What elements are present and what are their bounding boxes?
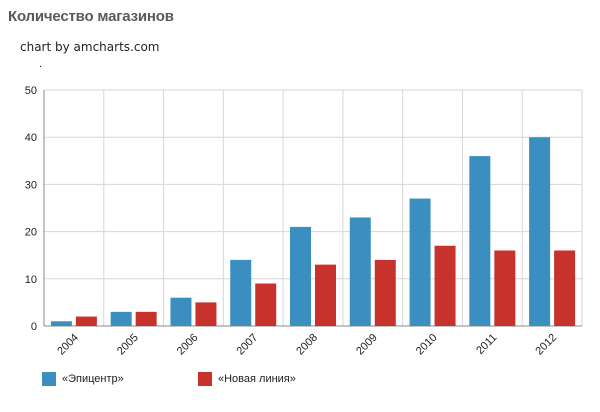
bar-novaya-liniya-2007[interactable] (255, 283, 277, 326)
x-tick-label-2011: 2011 (474, 332, 499, 357)
y-tick-label: 0 (31, 321, 37, 333)
bar-novaya-liniya-2009[interactable] (374, 259, 396, 326)
page-title: Количество магазинов (8, 8, 174, 25)
bar-novaya-liniya-2011[interactable] (494, 250, 516, 326)
bar-novaya-liniya-2004[interactable] (75, 316, 97, 326)
bar-epicentr-2009[interactable] (349, 217, 371, 326)
legend-swatch-novaya-liniya (198, 372, 212, 386)
y-tick-label: 50 (25, 85, 37, 97)
bar-epicentr-2004[interactable] (50, 321, 72, 326)
bar-epicentr-2012[interactable] (529, 137, 551, 326)
x-tick-label-2012: 2012 (533, 332, 559, 358)
bar-novaya-liniya-2008[interactable] (315, 264, 336, 326)
bar-epicentr-2011[interactable] (469, 156, 491, 326)
x-tick-label-2004: 2004 (55, 332, 81, 358)
x-tick-label-2005: 2005 (115, 332, 141, 358)
bar-novaya-liniya-2010[interactable] (434, 245, 456, 326)
bar-epicentr-2007[interactable] (230, 259, 252, 326)
x-tick-label-2010: 2010 (414, 332, 440, 358)
legend-label-epicentr: «Эпицентр» (62, 373, 124, 385)
chart-credit-link[interactable]: chart by amcharts.com (20, 40, 160, 54)
legend-item-novaya-liniya[interactable]: «Новая линия» (198, 372, 296, 386)
bar-novaya-liniya-2005[interactable] (135, 311, 157, 326)
bar-epicentr-2010[interactable] (409, 198, 431, 326)
y-tick-label: 20 (25, 227, 37, 239)
chart-legend: «Эпицентр» «Новая линия» (0, 372, 600, 396)
stray-dot: . (39, 58, 43, 70)
bar-novaya-liniya-2012[interactable] (554, 250, 576, 326)
x-tick-label-2009: 2009 (354, 332, 380, 358)
x-tick-label-2006: 2006 (175, 332, 201, 358)
legend-item-epicentr[interactable]: «Эпицентр» (42, 372, 124, 386)
y-tick-label: 10 (25, 274, 37, 286)
y-tick-label: 40 (25, 132, 37, 144)
legend-label-novaya-liniya: «Новая линия» (218, 373, 296, 385)
bar-epicentr-2005[interactable] (110, 311, 132, 326)
x-tick-label-2007: 2007 (235, 332, 261, 358)
bar-epicentr-2008[interactable] (290, 226, 311, 326)
bar-epicentr-2006[interactable] (170, 297, 192, 326)
bar-novaya-liniya-2006[interactable] (195, 302, 217, 326)
legend-swatch-epicentr (42, 372, 56, 386)
y-tick-label: 30 (25, 179, 37, 191)
x-tick-label-2008: 2008 (294, 332, 320, 358)
